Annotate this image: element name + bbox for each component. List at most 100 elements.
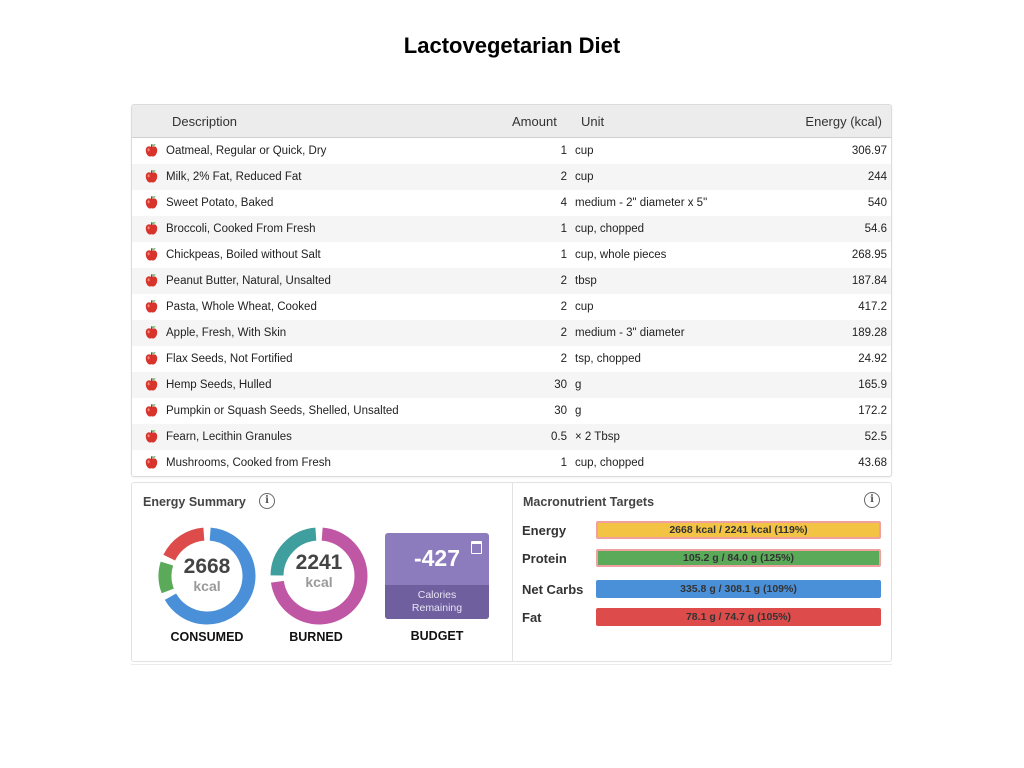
- food-description: Apple, Fresh, With Skin: [166, 327, 287, 339]
- food-description: Broccoli, Cooked From Fresh: [166, 223, 316, 235]
- food-amount[interactable]: 2: [560, 301, 567, 313]
- food-unit[interactable]: cup: [575, 171, 594, 183]
- table-row[interactable]: Milk, 2% Fat, Reduced Fat 2 cup 244: [132, 164, 891, 190]
- table-row[interactable]: Flax Seeds, Not Fortified 2 tsp, chopped 24…: [132, 346, 891, 372]
- food-description: Milk, 2% Fat, Reduced Fat: [166, 171, 302, 183]
- consumed-donut-segment: [164, 527, 256, 625]
- food-unit[interactable]: g: [575, 405, 582, 417]
- calendar-icon[interactable]: [471, 541, 482, 554]
- food-energy: 43.68: [858, 457, 887, 469]
- food-description: Mushrooms, Cooked from Fresh: [166, 457, 331, 469]
- table-row[interactable]: Chickpeas, Boiled without Salt 1 cup, whol…: [132, 242, 891, 268]
- food-energy: 24.92: [858, 353, 887, 365]
- food-unit[interactable]: g: [575, 379, 582, 391]
- macro-progress-bar[interactable]: 335.8 g / 308.1 g (109%): [596, 580, 881, 598]
- food-amount[interactable]: 1: [560, 457, 567, 469]
- food-unit[interactable]: tsp, chopped: [575, 353, 641, 365]
- food-amount[interactable]: 2: [560, 327, 567, 339]
- budget-value: -427: [413, 545, 461, 571]
- apple-icon: [144, 403, 159, 418]
- food-description: Pasta, Whole Wheat, Cooked: [166, 301, 317, 313]
- table-row[interactable]: Pumpkin or Squash Seeds, Shelled, Unsalt…: [132, 398, 891, 424]
- food-energy: 52.5: [864, 431, 887, 443]
- apple-icon: [144, 377, 159, 392]
- food-energy: 54.6: [864, 223, 887, 235]
- apple-icon: [144, 169, 159, 184]
- consumed-value: 2668: [183, 555, 231, 578]
- table-row[interactable]: Broccoli, Cooked From Fresh 1 cup, chopped…: [132, 216, 891, 242]
- food-amount[interactable]: 2: [560, 171, 567, 183]
- column-header-amount[interactable]: Amount: [512, 114, 557, 129]
- food-amount[interactable]: 1: [560, 223, 567, 235]
- food-description: Chickpeas, Boiled without Salt: [166, 249, 321, 261]
- food-energy: 268.95: [851, 249, 887, 261]
- apple-icon: [144, 143, 159, 158]
- apple-icon: [144, 455, 159, 470]
- macro-progress-bar[interactable]: 2668 kcal / 2241 kcal (119%): [596, 521, 881, 539]
- food-description: Flax Seeds, Not Fortified: [166, 353, 293, 365]
- apple-icon: [144, 351, 159, 366]
- column-header-unit[interactable]: Unit: [581, 114, 605, 129]
- food-energy: 306.97: [851, 145, 887, 157]
- food-amount[interactable]: 0.5: [551, 431, 567, 443]
- table-row[interactable]: Pasta, Whole Wheat, Cooked 2 cup 417.2: [132, 294, 891, 320]
- apple-icon: [144, 247, 159, 262]
- consumed-donut-segment: [158, 561, 174, 594]
- food-energy: 189.28: [851, 327, 887, 339]
- table-body: Oatmeal, Regular or Quick, Dry 1 cup 306.97…: [132, 138, 891, 476]
- food-unit[interactable]: cup: [575, 145, 594, 157]
- food-amount[interactable]: 1: [560, 145, 567, 157]
- table-row[interactable]: Sweet Potato, Baked 4 medium - 2" diameter…: [132, 190, 891, 216]
- apple-icon: [144, 299, 159, 314]
- info-icon[interactable]: i: [259, 493, 275, 509]
- food-amount[interactable]: 2: [560, 353, 567, 365]
- column-header-description[interactable]: Description: [172, 114, 238, 129]
- food-amount[interactable]: 30: [554, 405, 567, 417]
- consumed-donut[interactable]: 2668 kcal: [156, 525, 258, 627]
- burned-value: 2241: [295, 551, 343, 574]
- table-row[interactable]: Peanut Butter, Natural, Unsalted 2 tbsp 187…: [132, 268, 891, 294]
- macro-label: Energy: [522, 523, 567, 538]
- food-amount[interactable]: 30: [554, 379, 567, 391]
- macro-label: Fat: [522, 610, 542, 625]
- food-diary-table: Description Amount Unit Energy (kcal) Oa…: [131, 104, 892, 477]
- apple-icon: [144, 195, 159, 210]
- food-unit[interactable]: cup, chopped: [575, 223, 645, 235]
- macro-label: Protein: [522, 551, 567, 566]
- food-unit[interactable]: × 2 Tbsp: [575, 431, 620, 443]
- food-unit[interactable]: cup, whole pieces: [575, 249, 667, 261]
- macro-targets-title: Macronutrient Targets: [523, 495, 655, 509]
- food-description: Fearn, Lecithin Granules: [166, 431, 292, 443]
- burned-caption: BURNED: [289, 630, 343, 644]
- budget-tile[interactable]: -427 Calories Remaining: [385, 533, 489, 619]
- food-energy: 540: [867, 197, 887, 209]
- burned-donut-chart: [270, 527, 368, 625]
- macro-progress-bar[interactable]: 78.1 g / 74.7 g (105%): [596, 608, 881, 626]
- table-row[interactable]: Oatmeal, Regular or Quick, Dry 1 cup 306.97: [132, 138, 891, 164]
- food-amount[interactable]: 1: [560, 249, 567, 261]
- food-unit[interactable]: tbsp: [575, 275, 597, 287]
- table-row[interactable]: Apple, Fresh, With Skin 2 medium - 3" diam…: [132, 320, 891, 346]
- food-unit[interactable]: medium - 2" diameter x 5": [575, 197, 708, 209]
- table-row[interactable]: Fearn, Lecithin Granules 0.5 × 2 Tbsp 52.5: [132, 424, 891, 450]
- column-header-energy[interactable]: Energy (kcal): [805, 114, 882, 129]
- food-unit[interactable]: cup, chopped: [575, 457, 645, 469]
- apple-icon: [144, 221, 159, 236]
- food-unit[interactable]: medium - 3" diameter: [575, 327, 685, 339]
- macro-progress-bar[interactable]: 105.2 g / 84.0 g (125%): [596, 549, 881, 567]
- burned-donut-segment: [270, 527, 368, 625]
- food-energy: 417.2: [858, 301, 887, 313]
- table-row[interactable]: Hemp Seeds, Hulled 30 g 165.9: [132, 372, 891, 398]
- food-description: Sweet Potato, Baked: [166, 197, 274, 209]
- food-unit[interactable]: cup: [575, 301, 594, 313]
- info-icon[interactable]: i: [864, 492, 880, 508]
- food-amount[interactable]: 2: [560, 275, 567, 287]
- food-amount[interactable]: 4: [560, 197, 567, 209]
- budget-sub-line2: Remaining: [411, 602, 463, 614]
- table-row[interactable]: Mushrooms, Cooked from Fresh 1 cup, choppe…: [132, 450, 891, 476]
- food-energy: 165.9: [858, 379, 887, 391]
- burned-donut[interactable]: 2241 kcal: [268, 525, 370, 627]
- food-description: Pumpkin or Squash Seeds, Shelled, Unsalt…: [166, 405, 399, 417]
- divider: [131, 664, 892, 665]
- page-title: Lactovegetarian Diet: [403, 33, 621, 58]
